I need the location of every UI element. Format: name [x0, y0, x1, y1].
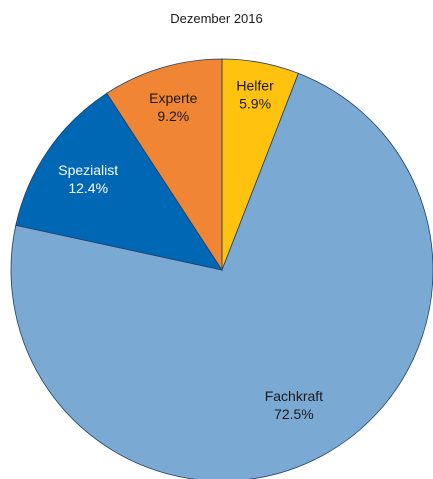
slice-percent-experte: 9.2%: [157, 108, 189, 124]
pie-slice-fachkraft: [10, 72, 433, 479]
pie-slice-experte: [106, 58, 223, 272]
pie-slice-spezialist: [15, 92, 223, 271]
slice-label-spezialist: Spezialist 12.4%: [58, 162, 118, 196]
slice-percent-helfer: 5.9%: [239, 96, 271, 112]
slice-label-helfer: Helfer 5.9%: [236, 78, 274, 112]
chart-title: Dezember 2016: [170, 11, 263, 26]
slice-name-spezialist: Spezialist: [58, 162, 118, 178]
slice-label-experte: Experte 9.2%: [149, 90, 197, 124]
slice-label-fachkraft: Fachkraft 72.5%: [265, 388, 323, 422]
slice-name-helfer: Helfer: [236, 78, 274, 94]
slice-percent-fachkraft: 72.5%: [274, 406, 314, 422]
slice-percent-spezialist: 12.4%: [68, 180, 108, 196]
slice-name-experte: Experte: [149, 90, 197, 106]
slice-name-fachkraft: Fachkraft: [265, 388, 323, 404]
